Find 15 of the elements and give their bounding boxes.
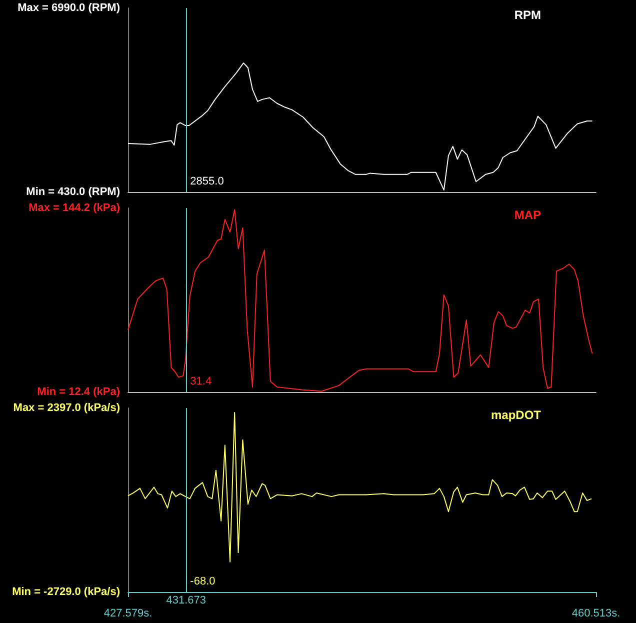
y-tick-label: Min = 430.0 (RPM) [26, 186, 120, 198]
y-tick-label: Min = -2729.0 (kPa/s) [12, 586, 120, 598]
x-tick-label: 427.579s. [104, 608, 152, 620]
annotation: 31.4 [190, 376, 212, 388]
chart-title: mapDOT [490, 408, 542, 422]
y-tick-label: Max = 6990.0 (RPM) [18, 2, 120, 14]
ref-line-label: 431.673 [166, 594, 206, 606]
y-tick-label: Max = 144.2 (kPa) [28, 202, 120, 214]
annotation: 2855.0 [190, 176, 224, 188]
y-tick-label: Max = 2397.0 (kPa/s) [13, 402, 120, 414]
chart-title: RPM [514, 8, 542, 22]
y-tick-label: Min = 12.4 (kPa) [37, 386, 120, 398]
annotation: -68.0 [190, 576, 216, 588]
chart-title: MAP [514, 208, 542, 222]
x-tick-label: 460.513s. [572, 608, 620, 620]
